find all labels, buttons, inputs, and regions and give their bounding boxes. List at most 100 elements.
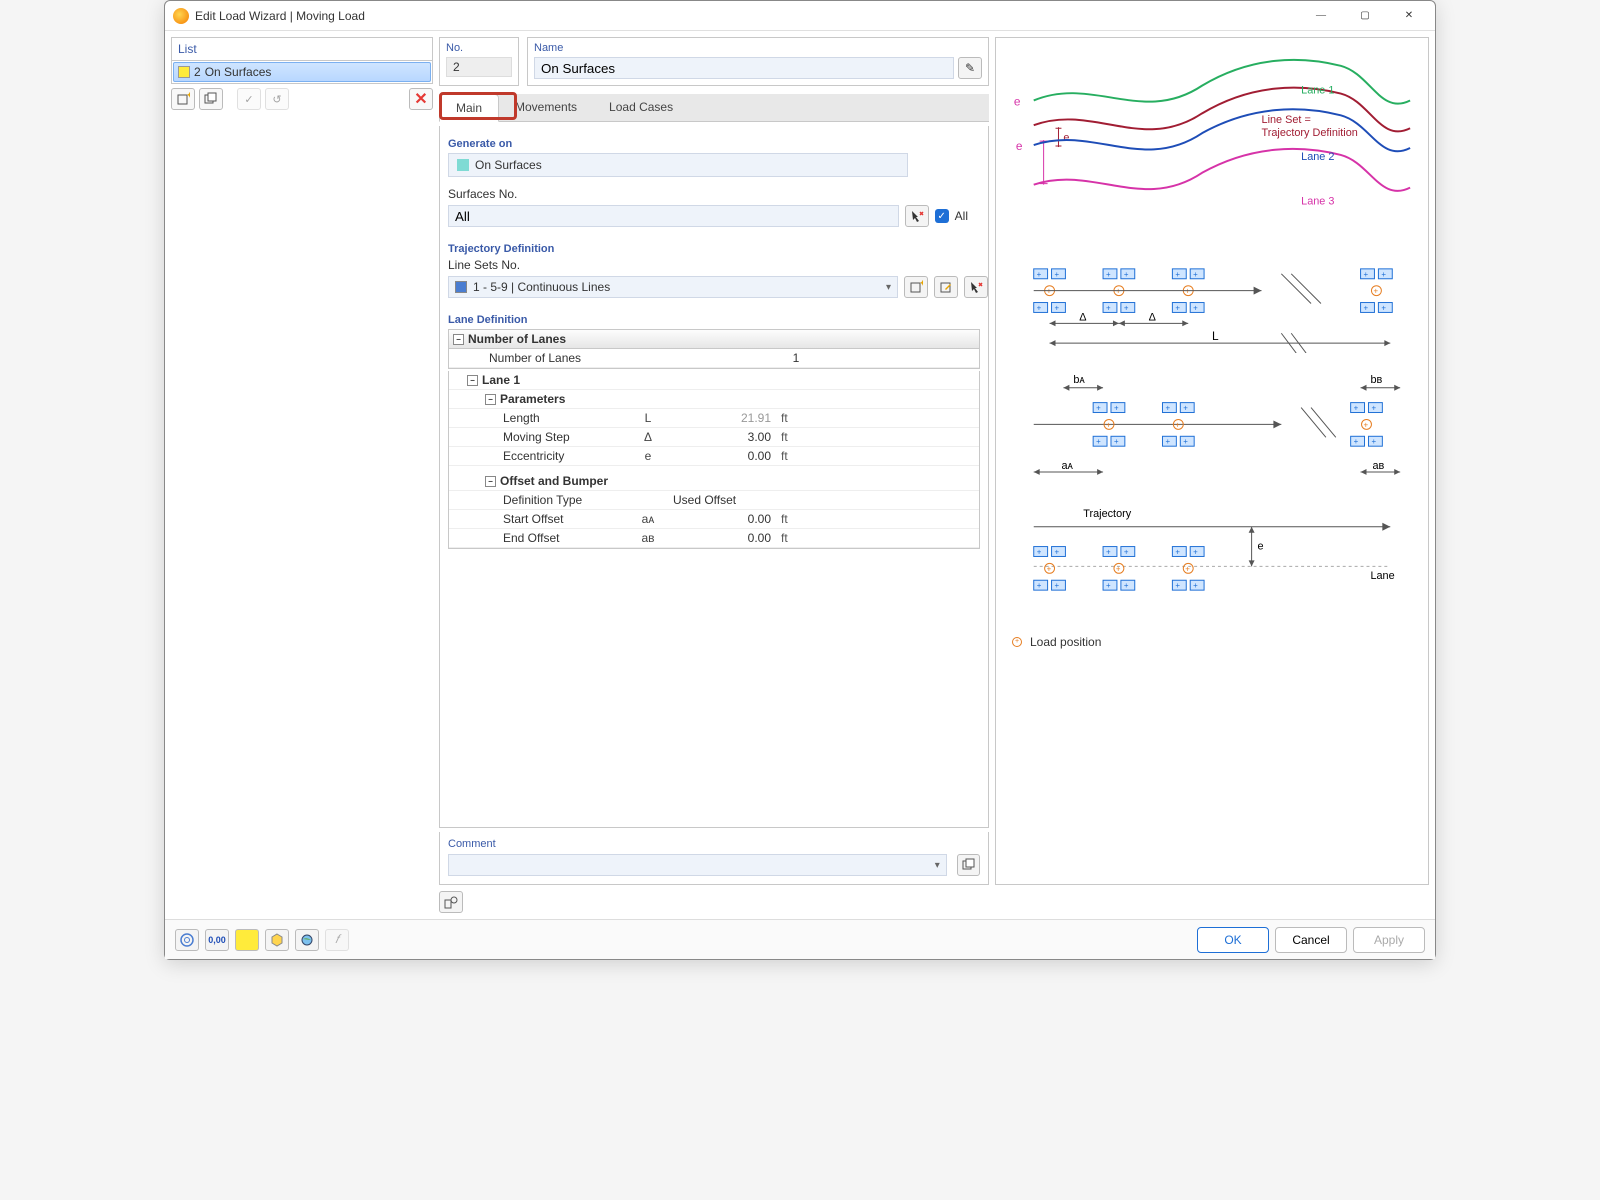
svg-text:Lane 3: Lane 3 [1301,195,1334,207]
titlebar: Edit Load Wizard | Moving Load — ▢ ✕ [165,1,1435,31]
ok-button[interactable]: OK [1197,927,1269,953]
list-body: 2 On Surfaces [171,60,433,84]
parameters-group[interactable]: − Parameters [449,390,979,409]
edit-line-set-button[interactable] [934,276,958,298]
offset-bumper-group[interactable]: − Offset and Bumper [449,472,979,491]
svg-text:L: L [1212,329,1219,343]
collapse-icon[interactable]: − [467,375,478,386]
collapse-icon[interactable]: − [485,476,496,487]
svg-text:+: + [1096,404,1101,413]
num-lanes-header[interactable]: − Number of Lanes [449,330,979,349]
tab-main[interactable]: Main [439,94,499,122]
load-position-legend: + Load position [1004,631,1420,653]
svg-text:+: + [1106,421,1111,430]
svg-text:✦: ✦ [919,280,923,288]
collapse-icon[interactable]: − [485,394,496,405]
length-value[interactable]: 21.91 [667,411,777,425]
svg-text:Δ: Δ [1149,311,1156,323]
num-lanes-value[interactable]: 1 [649,351,949,365]
list-item-label: On Surfaces [205,65,272,79]
cancel-button[interactable]: Cancel [1275,927,1347,953]
delete-item-button[interactable]: ✕ [409,88,433,110]
svg-text:e: e [1014,94,1021,108]
surfaces-no-input[interactable] [448,205,899,227]
window-title: Edit Load Wizard | Moving Load [195,9,1299,23]
svg-text:Lane 2: Lane 2 [1301,151,1334,163]
svg-text:+: + [1055,304,1060,313]
svg-text:Line Set =: Line Set = [1262,114,1311,126]
svg-text:e: e [1258,540,1264,552]
svg-text:Lane: Lane [1370,570,1394,582]
color-swatch-icon [178,66,190,78]
trajectory-title: Trajectory Definition [448,243,980,255]
name-input[interactable] [534,57,954,79]
list-panel: List 2 On Surfaces ✦ ✓ ↺ ✕ [171,37,433,110]
chevron-down-icon: ▾ [886,282,891,293]
new-line-set-button[interactable]: ✦ [904,276,928,298]
list-item-num: 2 [194,65,201,79]
lane1-group[interactable]: − Lane 1 [449,371,979,390]
svg-text:bʙ: bʙ [1370,374,1382,386]
preview-panel: e e e Lane 1 Line Set = Trajectory Defin… [995,37,1429,885]
length-label: Length [449,409,629,427]
svg-text:Trajectory: Trajectory [1083,508,1132,520]
svg-text:+: + [1055,547,1060,556]
app-icon [173,8,189,24]
line-sets-label: Line Sets No. [448,258,980,272]
svg-text:+: + [1096,437,1101,446]
definition-type-label: Definition Type [449,491,629,509]
line-sets-dropdown[interactable]: 1 - 5-9 | Continuous Lines ▾ [448,276,898,298]
collapse-icon[interactable]: − [453,334,464,345]
name-label: Name [534,42,982,54]
no-value: 2 [446,57,512,77]
no-label: No. [446,42,512,54]
comment-copy-button[interactable] [957,854,980,876]
minimize-button[interactable]: — [1299,2,1343,30]
end-offset-value[interactable]: 0.00 [667,531,777,545]
all-checkbox[interactable]: ✓ [935,209,949,223]
model-button[interactable] [265,929,289,951]
tab-movements[interactable]: Movements [499,94,593,121]
maximize-button[interactable]: ▢ [1343,2,1387,30]
svg-text:Trajectory Definition: Trajectory Definition [1262,127,1358,139]
svg-text:+: + [1114,437,1119,446]
moving-step-label: Moving Step [449,428,629,446]
definition-type-value[interactable]: Used Offset [667,493,777,507]
svg-text:Lane 1: Lane 1 [1301,85,1334,97]
svg-text:+: + [1047,564,1052,573]
moving-step-value[interactable]: 3.00 [667,430,777,444]
svg-text:Δ: Δ [1079,311,1086,323]
tabs: Main Movements Load Cases [439,94,989,122]
lane-def-title: Lane Definition [448,314,980,326]
close-button[interactable]: ✕ [1387,2,1431,30]
chevron-down-icon[interactable]: ▾ [935,860,940,871]
copy-item-button[interactable] [199,88,223,110]
start-offset-value[interactable]: 0.00 [667,512,777,526]
start-offset-label: Start Offset [449,510,629,528]
check-button: ✓ [237,88,261,110]
generate-on-value[interactable]: On Surfaces [448,153,908,177]
refresh-button: ↺ [265,88,289,110]
tab-load-cases[interactable]: Load Cases [593,94,689,121]
eccentricity-value[interactable]: 0.00 [667,449,777,463]
comment-input[interactable] [448,854,947,876]
help-button[interactable] [175,929,199,951]
list-item[interactable]: 2 On Surfaces [173,62,431,82]
svg-text:+: + [1037,304,1042,313]
pick-line-set-button[interactable] [964,276,988,298]
pick-surfaces-button[interactable] [905,205,929,227]
color-button[interactable] [235,929,259,951]
surfaces-no-label: Surfaces No. [448,187,980,201]
svg-text:+: + [1055,581,1060,590]
units-button[interactable]: 0,00 [205,929,229,951]
svg-text:e: e [1016,139,1023,153]
function-button: 𝑓 [325,929,349,951]
new-item-button[interactable]: ✦ [171,88,195,110]
svg-text:aʙ: aʙ [1372,460,1384,472]
preview-options-button[interactable] [439,891,463,913]
globe-button[interactable] [295,929,319,951]
bottom-bar: 0,00 𝑓 OK Cancel Apply [165,919,1435,959]
generate-on-title: Generate on [448,138,980,150]
edit-name-button[interactable]: ✎ [958,57,982,79]
delta-l-diagram: + + + + + Δ Δ [1004,254,1420,353]
